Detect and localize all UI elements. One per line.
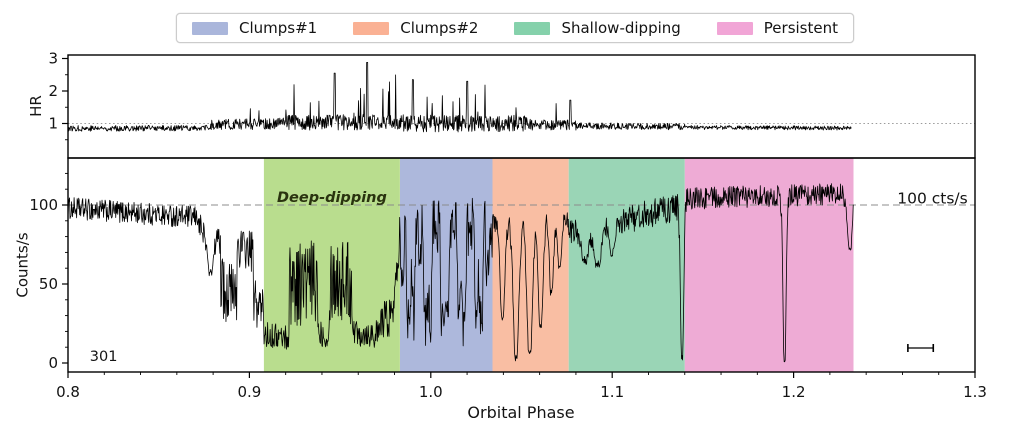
- counts-axis-label: Counts/s: [13, 232, 32, 298]
- hr-tick-label: 3: [48, 50, 58, 68]
- legend-item-clumps-1: Clumps#1: [192, 19, 317, 37]
- legend-swatch-shallow-dipping: [514, 21, 551, 35]
- axis-ticks: [62, 57, 976, 378]
- hr-tick-label: 2: [48, 82, 58, 100]
- hr-curve: [67, 62, 852, 133]
- legend-item-shallow-dipping: Shallow-dipping: [514, 19, 681, 37]
- legend-label: Clumps#2: [400, 19, 479, 37]
- legend-swatch-clumps-1: [192, 21, 229, 35]
- x-tick-label: 1.1: [600, 383, 624, 401]
- legend-label: Shallow-dipping: [561, 19, 681, 37]
- obs-id-label: 301: [90, 349, 118, 365]
- x-tick-label: 0.8: [56, 383, 80, 401]
- hr-axis-label: HR: [26, 95, 45, 117]
- counts-tick-label: 0: [48, 354, 58, 372]
- counts-curve: [67, 183, 854, 363]
- band-shallow-dipping: [568, 158, 685, 372]
- legend-label: Persistent: [763, 19, 838, 37]
- x-tick-label: 1.0: [419, 383, 443, 401]
- 100-cts-label: 100 cts/s: [897, 190, 967, 208]
- legend: Clumps#1 Clumps#2 Shallow-dipping Persisten…: [176, 13, 854, 43]
- hr-tick-label: 1: [48, 115, 58, 133]
- x-axis-label: Orbital Phase: [467, 403, 575, 422]
- legend-swatch-clumps-2: [353, 21, 390, 35]
- deep-dipping-label: Deep-dipping: [277, 190, 387, 206]
- x-tick-label: 0.9: [237, 383, 261, 401]
- hr-panel-bg: [68, 55, 975, 158]
- legend-label: Clumps#1: [239, 19, 318, 37]
- legend-item-persistent: Persistent: [716, 19, 838, 37]
- legend-item-clumps-2: Clumps#2: [353, 19, 478, 37]
- counts-tick-label: 100: [29, 196, 58, 214]
- x-tick-label: 1.3: [963, 383, 987, 401]
- legend-swatch-persistent: [716, 21, 753, 35]
- counts-tick-label: 50: [39, 275, 58, 293]
- x-tick-label: 1.2: [782, 383, 806, 401]
- counts-panel-border: [67, 157, 976, 373]
- error-bar: [907, 343, 935, 352]
- band-clumps-2: [492, 158, 569, 372]
